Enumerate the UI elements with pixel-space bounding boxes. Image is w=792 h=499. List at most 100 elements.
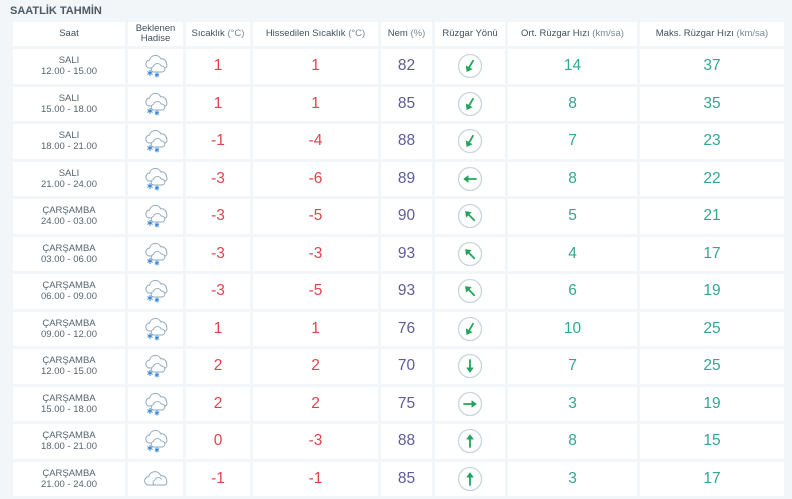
arrow-up-left-icon: [435, 241, 505, 267]
arrow-down-icon: [435, 353, 505, 379]
weather-event-cell: [128, 124, 183, 159]
wind-direction-cell: [435, 274, 505, 309]
snowy-cloud-icon: [128, 317, 183, 341]
temperature-cell: 0: [186, 424, 250, 459]
max-wind-cell: 15: [640, 424, 784, 459]
weather-event-cell: [128, 386, 183, 421]
time-cell: SALI 18.00 - 21.00: [13, 124, 125, 159]
humidity-cell: 88: [381, 124, 432, 159]
snowy-cloud-icon: [128, 204, 183, 228]
weather-event-cell: [128, 86, 183, 121]
avg-wind-cell: 7: [508, 349, 637, 384]
day-label: ÇARŞAMBA: [42, 392, 96, 404]
snowy-cloud-icon: [128, 92, 183, 116]
feels-like-cell: -6: [253, 161, 378, 196]
day-label: ÇARŞAMBA: [42, 280, 96, 292]
max-wind-cell: 17: [640, 461, 784, 496]
time-range: 18.00 - 21.00: [41, 441, 97, 453]
temperature-cell: -3: [186, 274, 250, 309]
header-wind-direction: Rüzgar Yönü: [435, 22, 505, 46]
wind-direction-cell: [435, 161, 505, 196]
time-range: 12.00 - 15.00: [41, 66, 97, 78]
avg-wind-cell: 7: [508, 124, 637, 159]
feels-like-cell: 2: [253, 386, 378, 421]
header-time: Saat: [13, 22, 125, 46]
snowy-cloud-icon: [128, 129, 183, 153]
day-label: SALI: [58, 167, 80, 179]
temperature-cell: 1: [186, 49, 250, 84]
day-label: ÇARŞAMBA: [42, 242, 96, 254]
feels-like-cell: -1: [253, 461, 378, 496]
temperature-cell: 1: [186, 311, 250, 346]
weather-event-cell: [128, 199, 183, 234]
time-cell: ÇARŞAMBA 18.00 - 21.00: [13, 424, 125, 459]
time-range: 15.00 - 18.00: [41, 103, 97, 115]
day-label: ÇARŞAMBA: [42, 430, 96, 442]
forecast-row: ÇARŞAMBA 12.00 - 15.00 2 2 70 7 25: [13, 349, 784, 384]
temperature-cell: -3: [186, 236, 250, 271]
max-wind-cell: 25: [640, 311, 784, 346]
humidity-cell: 82: [381, 49, 432, 84]
time-cell: SALI 21.00 - 24.00: [13, 161, 125, 196]
feels-like-cell: 1: [253, 49, 378, 84]
time-range: 12.00 - 15.00: [41, 366, 97, 378]
wind-direction-cell: [435, 86, 505, 121]
time-cell: SALI 15.00 - 18.00: [13, 86, 125, 121]
avg-wind-cell: 6: [508, 274, 637, 309]
max-wind-cell: 22: [640, 161, 784, 196]
weather-event-cell: [128, 311, 183, 346]
avg-wind-cell: 14: [508, 49, 637, 84]
feels-like-cell: 1: [253, 311, 378, 346]
forecast-row: ÇARŞAMBA 18.00 - 21.00 0 -3 88 8 15: [13, 424, 784, 459]
avg-wind-cell: 5: [508, 199, 637, 234]
time-range: 21.00 - 24.00: [41, 178, 97, 190]
weather-event-cell: [128, 424, 183, 459]
day-label: ÇARŞAMBA: [42, 317, 96, 329]
snowy-cloud-icon: [128, 54, 183, 78]
avg-wind-cell: 8: [508, 161, 637, 196]
wind-direction-cell: [435, 311, 505, 346]
humidity-cell: 85: [381, 86, 432, 121]
wind-direction-cell: [435, 49, 505, 84]
wind-direction-cell: [435, 236, 505, 271]
time-cell: ÇARŞAMBA 12.00 - 15.00: [13, 349, 125, 384]
feels-like-cell: 2: [253, 349, 378, 384]
feels-like-cell: 1: [253, 86, 378, 121]
forecast-row: ÇARŞAMBA 06.00 - 09.00 -3 -5 93 6 19: [13, 274, 784, 309]
snowy-cloud-icon: [128, 167, 183, 191]
feels-like-cell: -4: [253, 124, 378, 159]
humidity-cell: 85: [381, 461, 432, 496]
snowy-cloud-icon: [128, 429, 183, 453]
snowy-cloud-icon: [128, 392, 183, 416]
arrow-right-icon: [435, 391, 505, 417]
arrow-up-left-icon: [435, 278, 505, 304]
max-wind-cell: 17: [640, 236, 784, 271]
wind-direction-cell: [435, 424, 505, 459]
arrow-up-left-icon: [435, 203, 505, 229]
header-temp: Sıcaklık (°C): [186, 22, 250, 46]
temperature-cell: 1: [186, 86, 250, 121]
avg-wind-cell: 3: [508, 386, 637, 421]
max-wind-cell: 37: [640, 49, 784, 84]
snowy-cloud-icon: [128, 354, 183, 378]
avg-wind-cell: 8: [508, 86, 637, 121]
header-avg-wind: Ort. Rüzgar Hızı (km/sa): [508, 22, 637, 46]
snowy-cloud-icon: [128, 242, 183, 266]
section-title: SAATLİK TAHMİN: [10, 5, 102, 17]
max-wind-cell: 35: [640, 86, 784, 121]
forecast-row: SALI 18.00 - 21.00 -1 -4 88 7 23: [13, 124, 784, 159]
weather-event-cell: [128, 349, 183, 384]
avg-wind-cell: 4: [508, 236, 637, 271]
temperature-cell: -3: [186, 161, 250, 196]
time-range: 15.00 - 18.00: [41, 403, 97, 415]
wind-direction-cell: [435, 461, 505, 496]
arrow-down-left-icon: [435, 316, 505, 342]
humidity-cell: 88: [381, 424, 432, 459]
max-wind-cell: 21: [640, 199, 784, 234]
feels-like-cell: -5: [253, 199, 378, 234]
arrow-down-left-icon: [435, 128, 505, 154]
temperature-cell: -3: [186, 199, 250, 234]
time-range: 03.00 - 06.00: [41, 253, 97, 265]
temperature-cell: 2: [186, 386, 250, 421]
weather-event-cell: [128, 236, 183, 271]
